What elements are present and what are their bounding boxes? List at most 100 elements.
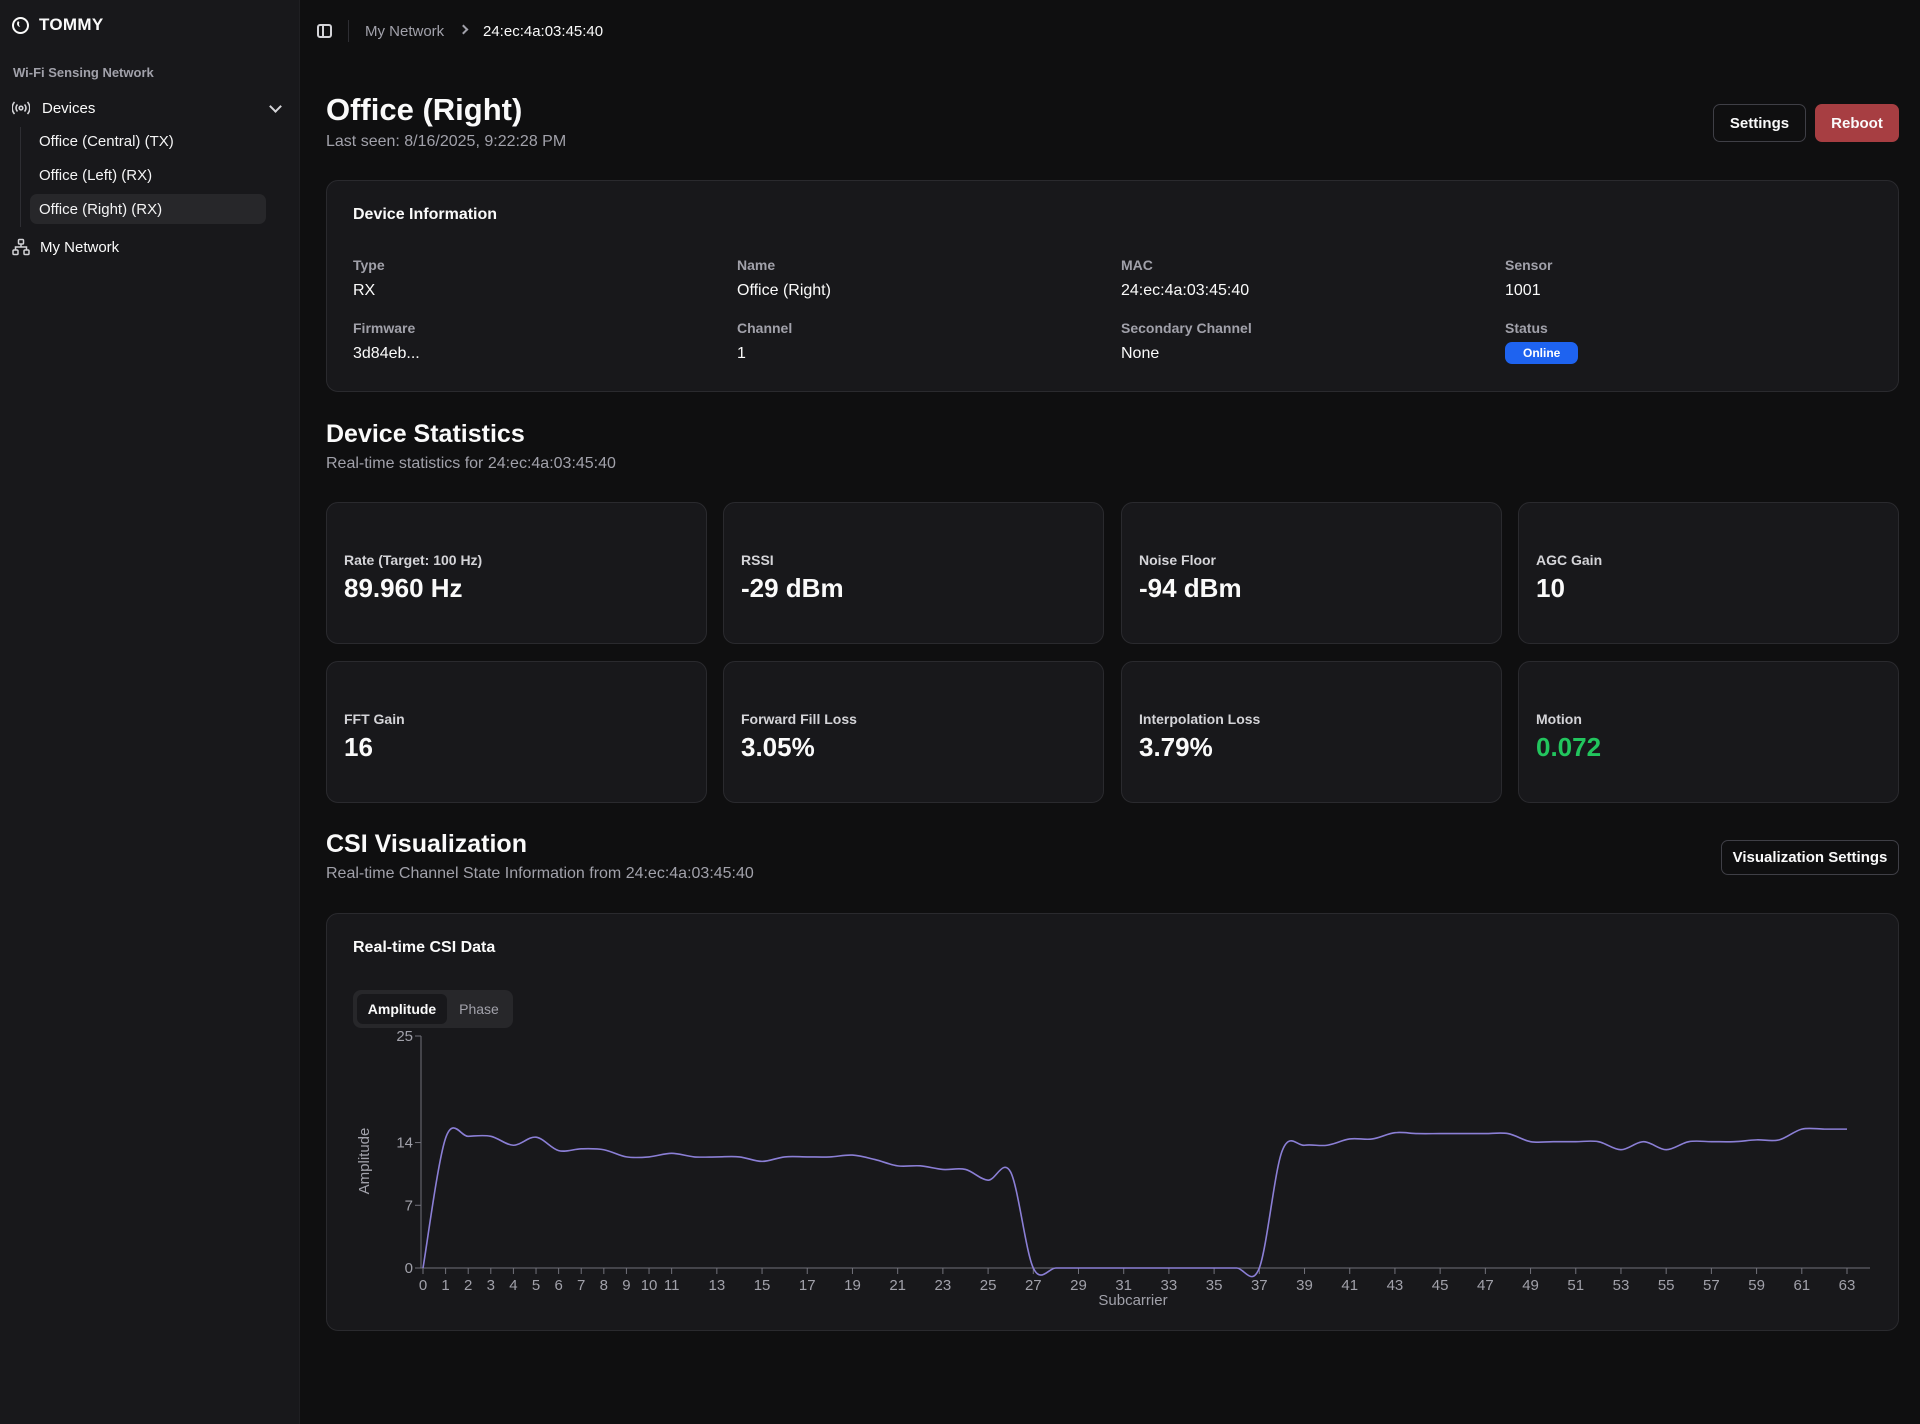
stat-fft-gain: FFT Gain 16 — [326, 661, 707, 803]
stat-forward-fill-loss: Forward Fill Loss 3.05% — [723, 661, 1104, 803]
field-label: Sensor — [1505, 257, 1553, 273]
x-tick-label: 31 — [1115, 1277, 1132, 1294]
amplitude-series-line — [422, 1127, 1848, 1278]
stat-interpolation-loss: Interpolation Loss 3.79% — [1121, 661, 1502, 803]
network-icon — [12, 238, 30, 256]
field-status: Status Online — [1505, 320, 1579, 364]
field-secondary-channel: Secondary Channel None — [1121, 320, 1252, 363]
stat-noise-floor: Noise Floor -94 dBm — [1121, 502, 1502, 644]
y-tick-label: 14 — [396, 1135, 413, 1152]
x-tick-label: 47 — [1477, 1277, 1494, 1294]
sidebar-group-label: Wi-Fi Sensing Network — [13, 65, 154, 80]
sidebar-toggle-icon[interactable] — [317, 24, 332, 38]
stat-rate: Rate (Target: 100 Hz) 89.960 Hz — [326, 502, 707, 644]
x-tick-label: 21 — [889, 1277, 906, 1294]
sidebar-item-office-right[interactable]: Office (Right) (RX) — [30, 194, 266, 224]
field-label: Secondary Channel — [1121, 320, 1252, 336]
sidebar-item-office-central[interactable]: Office (Central) (TX) — [39, 132, 174, 150]
breadcrumb-parent[interactable]: My Network — [365, 23, 445, 40]
x-tick-label: 37 — [1251, 1277, 1268, 1294]
x-tick-label: 11 — [664, 1277, 680, 1294]
last-seen: Last seen: 8/16/2025, 9:22:28 PM — [326, 133, 567, 150]
field-channel: Channel 1 — [737, 320, 792, 363]
device-info-card: Device Information Type RX Name Office (… — [326, 180, 1899, 392]
stat-label: FFT Gain — [344, 711, 405, 727]
field-value: Office (Right) — [737, 282, 831, 299]
x-tick-label: 27 — [1025, 1277, 1042, 1294]
x-tick-label: 39 — [1296, 1277, 1313, 1294]
x-tick-label: 3 — [487, 1277, 495, 1294]
stat-value: -94 dBm — [1139, 573, 1242, 603]
stat-rssi: RSSI -29 dBm — [723, 502, 1104, 644]
statistics-subtitle: Real-time statistics for 24:ec:4a:03:45:… — [326, 455, 616, 472]
field-label: Name — [737, 257, 776, 273]
x-tick-label: 57 — [1703, 1277, 1720, 1294]
x-axis-label: Subcarrier — [1098, 1292, 1167, 1309]
stat-label: AGC Gain — [1536, 552, 1603, 568]
x-tick-label: 2 — [464, 1277, 472, 1294]
field-value: 1001 — [1505, 282, 1541, 299]
brand[interactable]: TOMMY — [12, 14, 103, 36]
stat-label: Interpolation Loss — [1139, 711, 1261, 727]
reboot-button[interactable]: Reboot — [1815, 104, 1899, 142]
x-tick-label: 59 — [1748, 1277, 1765, 1294]
stat-motion: Motion 0.072 — [1518, 661, 1899, 803]
x-tick-label: 61 — [1793, 1277, 1810, 1294]
x-tick-label: 43 — [1387, 1277, 1404, 1294]
x-tick-label: 4 — [509, 1277, 517, 1294]
x-tick-label: 51 — [1567, 1277, 1584, 1294]
chevron-down-icon[interactable] — [269, 100, 282, 113]
x-tick-label: 23 — [935, 1277, 952, 1294]
top-bar: My Network 24:ec:4a:03:45:40 — [300, 0, 1920, 62]
x-tick-label: 8 — [600, 1277, 608, 1294]
tree-line — [20, 127, 21, 227]
breadcrumb-current: 24:ec:4a:03:45:40 — [483, 23, 604, 40]
tab-phase[interactable]: Phase — [459, 1001, 499, 1017]
statistics-title: Device Statistics — [326, 420, 525, 448]
x-tick-label: 19 — [844, 1277, 861, 1294]
field-sensor: Sensor 1001 — [1505, 257, 1552, 300]
tab-amplitude[interactable]: Amplitude — [357, 994, 447, 1024]
card-title: Real-time CSI Data — [353, 939, 496, 956]
radio-signal-icon — [12, 101, 30, 115]
stat-value: -29 dBm — [741, 573, 844, 603]
sidebar-item-label: My Network — [40, 238, 120, 256]
field-value: 24:ec:4a:03:45:40 — [1121, 282, 1250, 299]
x-tick-label: 0 — [419, 1277, 427, 1294]
field-firmware: Firmware 3d84eb... — [353, 320, 420, 363]
field-label: Firmware — [353, 320, 416, 336]
status-badge: Online — [1505, 342, 1579, 364]
x-tick-label: 7 — [577, 1277, 585, 1294]
card-title: Device Information — [353, 206, 498, 223]
field-value: RX — [353, 282, 376, 299]
sidebar-item-my-network[interactable]: My Network — [12, 235, 119, 259]
field-value: None — [1121, 345, 1160, 362]
field-label: Channel — [737, 320, 793, 336]
x-tick-label: 55 — [1658, 1277, 1675, 1294]
x-tick-label: 9 — [622, 1277, 630, 1294]
x-tick-label: 53 — [1613, 1277, 1630, 1294]
csi-title: CSI Visualization — [326, 830, 527, 858]
x-tick-label: 25 — [980, 1277, 997, 1294]
field-label: Status — [1505, 320, 1548, 336]
settings-button[interactable]: Settings — [1713, 104, 1806, 142]
stat-value: 3.05% — [741, 732, 815, 762]
stat-label: Rate (Target: 100 Hz) — [344, 552, 483, 568]
stat-value: 89.960 Hz — [344, 573, 463, 603]
chart-mode-tabs: Amplitude Phase — [353, 990, 513, 1028]
stat-label: Forward Fill Loss — [741, 711, 857, 727]
x-tick-label: 15 — [754, 1277, 771, 1294]
chevron-right-icon — [458, 24, 469, 35]
x-tick-label: 41 — [1341, 1277, 1358, 1294]
sidebar-item-devices[interactable]: Devices — [12, 96, 286, 120]
sidebar-item-office-left[interactable]: Office (Left) (RX) — [39, 166, 153, 184]
stat-value: 16 — [344, 732, 373, 762]
visualization-settings-button[interactable]: Visualization Settings — [1721, 840, 1899, 875]
field-type: Type RX — [353, 257, 385, 300]
stat-label: RSSI — [741, 552, 774, 568]
stat-value: 3.79% — [1139, 732, 1213, 762]
y-tick-label: 0 — [405, 1260, 413, 1277]
csi-subtitle: Real-time Channel State Information from… — [326, 865, 754, 882]
stat-agc-gain: AGC Gain 10 — [1518, 502, 1899, 644]
